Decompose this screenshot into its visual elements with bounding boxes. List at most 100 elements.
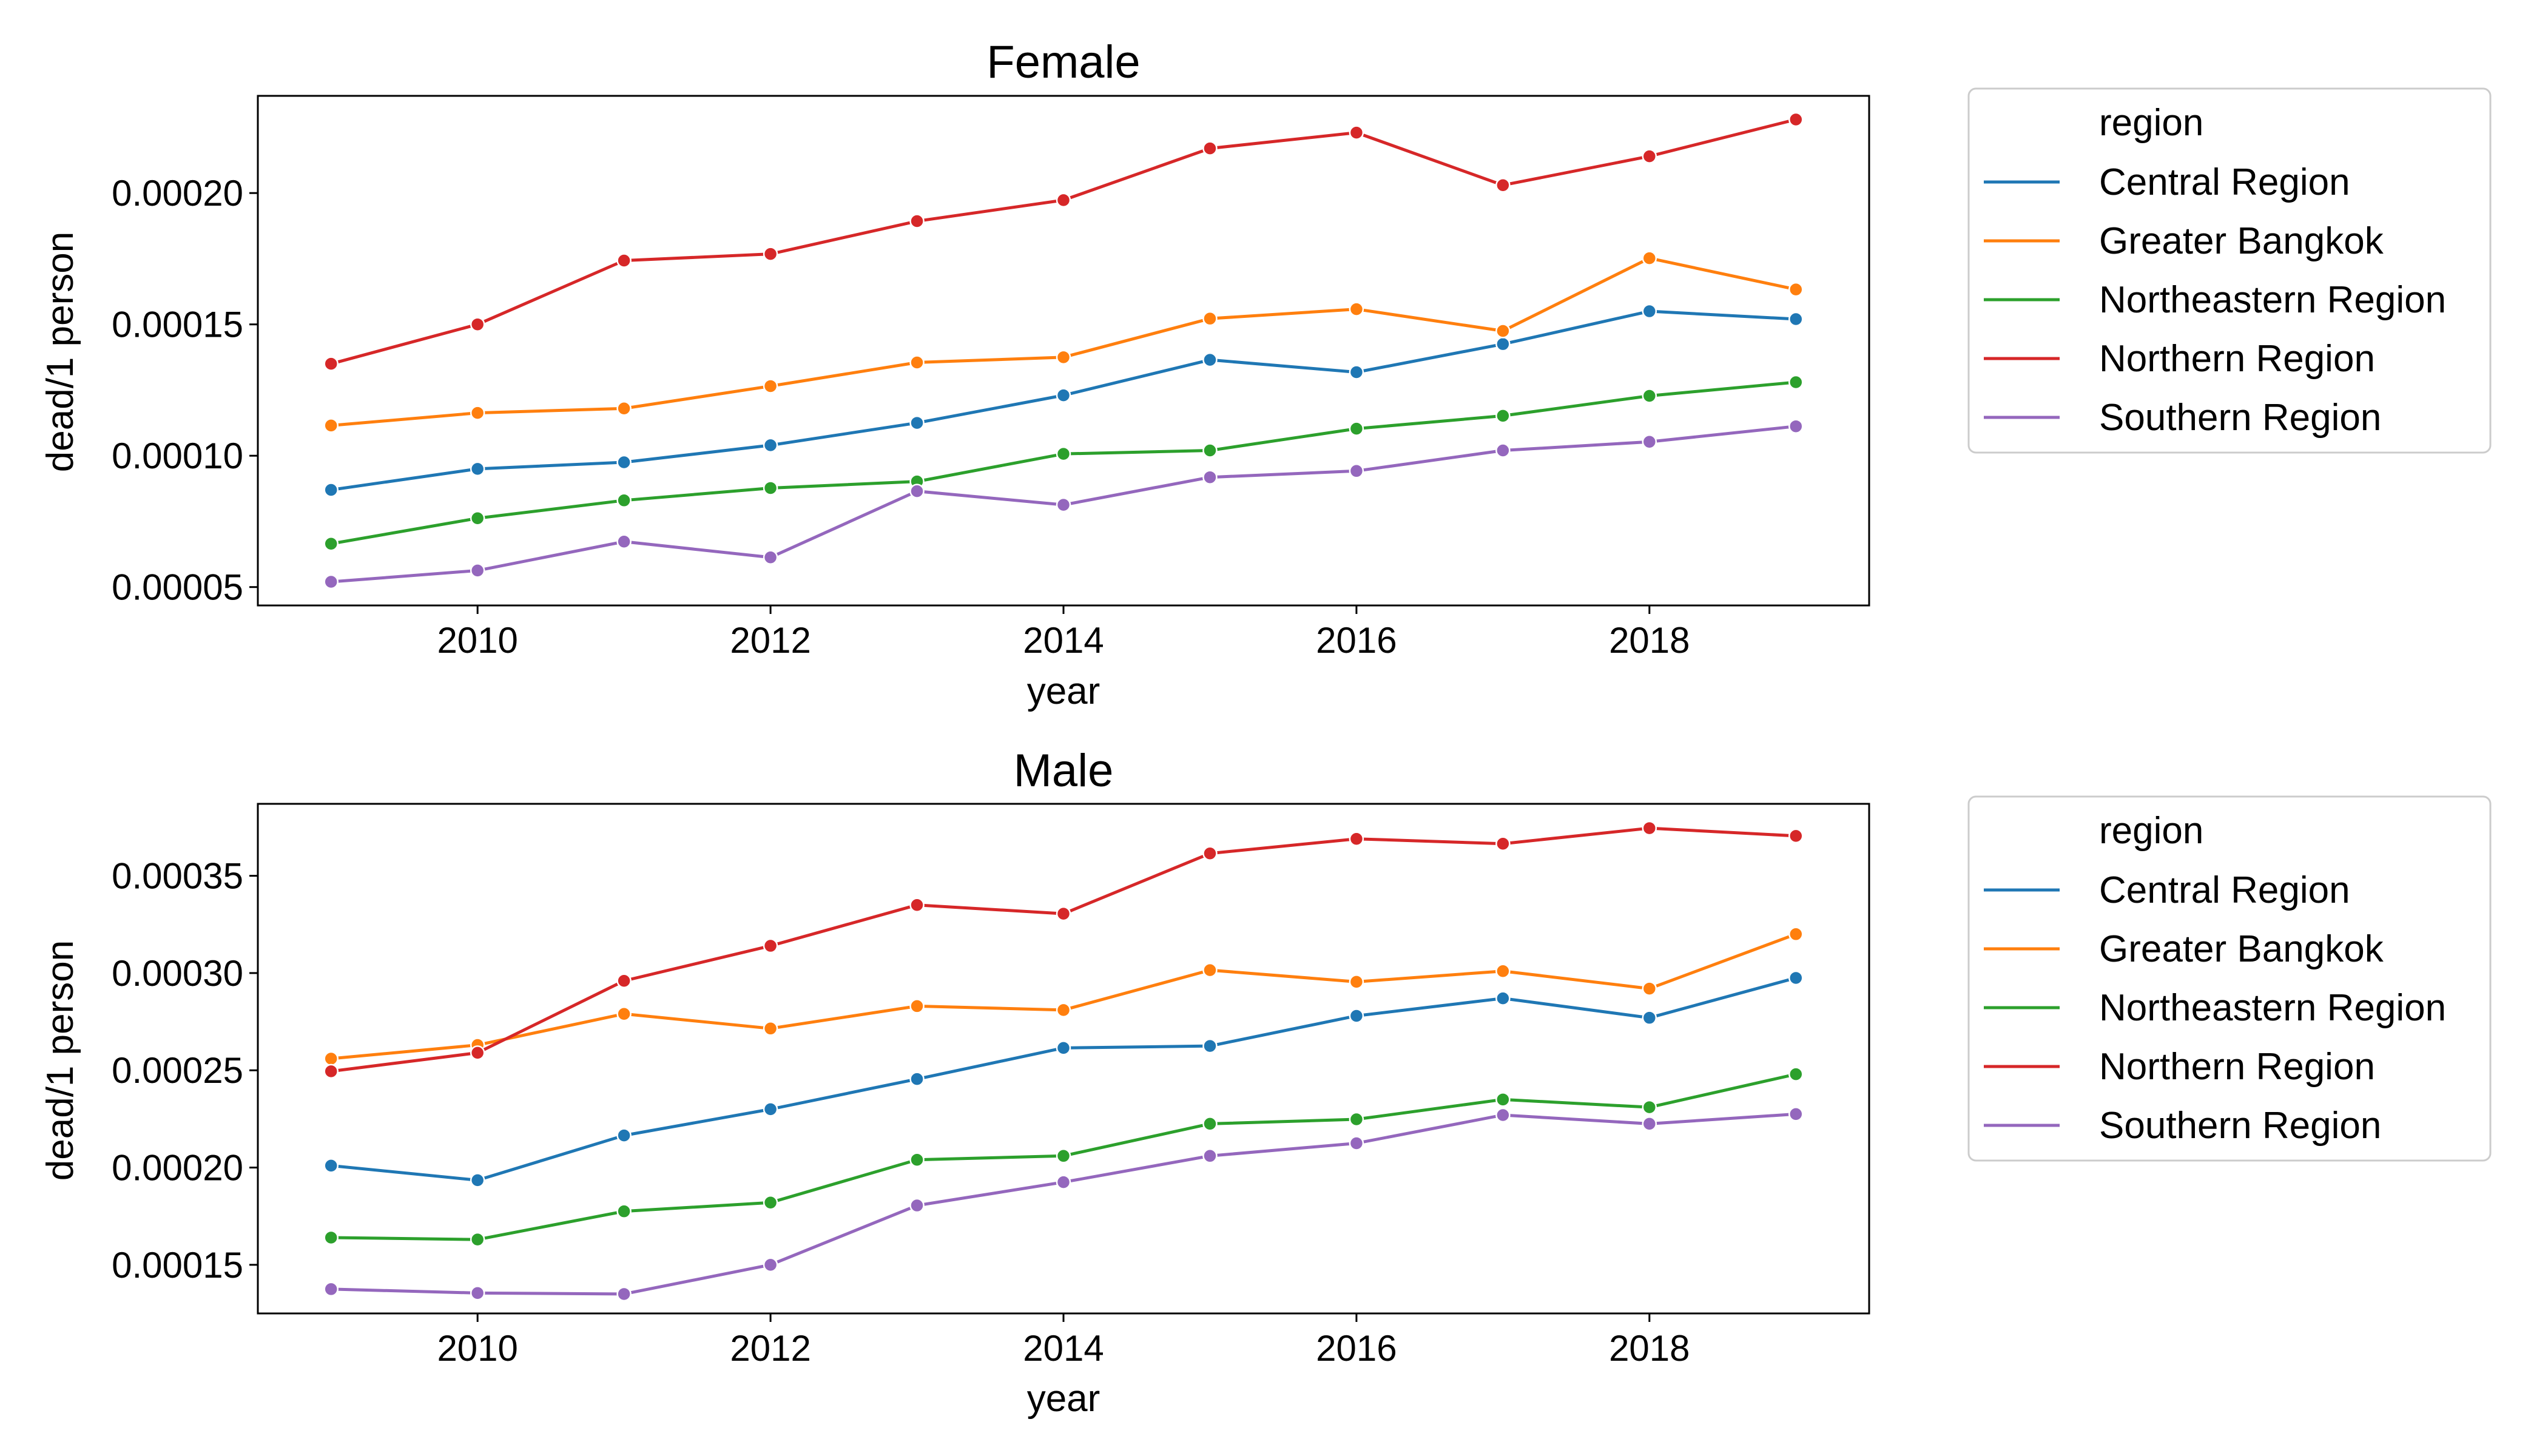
male-panel: Male year dead/1 person 2010 2012 2014 2016…	[39, 745, 2492, 1420]
female-data-point-northeastern-region	[1056, 446, 1071, 462]
female-plot-area: 2010 2012 2014 2016 2018 0.00005 0.00010 0.0001…	[112, 112, 1804, 661]
male-data-point-greater-bangkok	[1788, 926, 1804, 942]
female-data-point-northeastern-region	[470, 510, 485, 526]
male-data-point-northeastern-region	[323, 1230, 339, 1245]
male-data-point-northern-region	[763, 938, 778, 954]
female-data-point-southern-region	[763, 550, 778, 565]
male-series-line-southern-region	[331, 1112, 1796, 1296]
male-legend: region Central Region Greater Bangkok North…	[1967, 795, 2492, 1162]
female-data-point-southern-region	[323, 574, 339, 590]
male-data-point-central-region	[1642, 1010, 1657, 1025]
male-x-tick-label: 2010	[437, 1328, 517, 1369]
male-legend-label-greater-bangkok: Greater Bangkok	[2099, 928, 2384, 970]
female-legend-label-northern-region: Northern Region	[2099, 338, 2375, 380]
female-panel: Female year dead/1 person 2010 2012 2014 20…	[39, 36, 2492, 712]
female-data-point-northern-region	[1788, 112, 1804, 127]
female-data-point-greater-bangkok	[1642, 251, 1657, 266]
female-data-point-central-region	[470, 461, 485, 477]
female-data-point-northeastern-region	[1495, 408, 1511, 423]
male-data-point-southern-region	[1642, 1116, 1657, 1131]
female-data-point-northeastern-region	[763, 480, 778, 496]
male-x-axis-label: year	[1027, 1378, 1100, 1420]
female-data-point-southern-region	[1349, 463, 1364, 479]
male-data-point-greater-bangkok	[1349, 974, 1364, 989]
male-x-tick-label: 2012	[730, 1328, 811, 1369]
male-x-tick-label: 2016	[1316, 1328, 1397, 1369]
male-data-point-northeastern-region	[1056, 1148, 1071, 1164]
male-data-point-southern-region	[763, 1257, 778, 1273]
male-data-point-central-region	[323, 1158, 339, 1173]
female-data-point-central-region	[323, 482, 339, 497]
male-data-point-greater-bangkok	[323, 1051, 339, 1067]
male-data-point-southern-region	[1056, 1175, 1071, 1190]
male-plot-area: 2010 2012 2014 2016 2018 0.00015 0.00020 0.0002…	[112, 820, 1804, 1369]
male-data-point-southern-region	[1202, 1148, 1218, 1164]
male-data-point-central-region	[909, 1071, 925, 1087]
male-y-tick-label: 0.00020	[112, 1148, 243, 1188]
female-data-point-central-region	[1642, 303, 1657, 319]
male-y-tick-label: 0.00015	[112, 1245, 243, 1286]
female-axes-frame	[257, 95, 1870, 607]
female-data-point-southern-region	[1788, 419, 1804, 434]
female-data-point-northern-region	[1202, 141, 1218, 156]
male-data-point-greater-bangkok	[1495, 963, 1511, 979]
female-data-point-central-region	[1495, 336, 1511, 352]
female-y-tick-label: 0.00020	[112, 173, 243, 214]
male-data-point-southern-region	[616, 1286, 632, 1302]
female-data-point-greater-bangkok	[323, 418, 339, 433]
female-data-point-central-region	[909, 415, 925, 431]
female-legend-label-southern-region: Southern Region	[2099, 397, 2381, 439]
male-data-point-central-region	[1056, 1040, 1071, 1056]
female-data-point-southern-region	[470, 563, 485, 578]
male-data-point-central-region	[1495, 991, 1511, 1006]
male-data-point-greater-bangkok	[616, 1006, 632, 1022]
female-data-point-central-region	[1349, 365, 1364, 380]
male-data-point-southern-region	[909, 1198, 925, 1213]
male-data-point-southern-region	[470, 1286, 485, 1301]
female-legend-label-northeastern-region: Northeastern Region	[2099, 279, 2446, 321]
female-chart-title: Female	[986, 36, 1140, 88]
female-x-axis-label: year	[1027, 670, 1100, 712]
male-chart-title: Male	[1014, 745, 1114, 797]
female-legend-title: region	[2099, 102, 2203, 144]
male-data-point-northern-region	[1056, 906, 1071, 922]
female-data-point-northern-region	[1349, 125, 1364, 140]
male-data-point-northeastern-region	[763, 1195, 778, 1210]
male-y-axis-label: dead/1 person	[39, 940, 81, 1181]
male-data-point-greater-bangkok	[909, 999, 925, 1014]
male-data-point-northeastern-region	[1788, 1067, 1804, 1082]
female-data-point-northern-region	[1056, 192, 1071, 208]
female-data-point-greater-bangkok	[909, 355, 925, 370]
male-data-point-northern-region	[1495, 836, 1511, 851]
female-data-point-central-region	[1202, 352, 1218, 368]
male-y-tick-label: 0.00035	[112, 856, 243, 897]
male-data-point-greater-bangkok	[1202, 962, 1218, 978]
male-legend-label-northeastern-region: Northeastern Region	[2099, 987, 2446, 1029]
female-data-point-southern-region	[1642, 434, 1657, 450]
male-data-point-central-region	[1202, 1038, 1218, 1054]
female-data-point-northeastern-region	[1788, 374, 1804, 390]
female-y-tick-label: 0.00015	[112, 305, 243, 345]
female-x-tick-label: 2016	[1316, 620, 1397, 661]
male-data-point-northeastern-region	[1642, 1099, 1657, 1115]
female-data-point-greater-bangkok	[616, 401, 632, 416]
male-data-point-northern-region	[909, 897, 925, 912]
female-data-point-southern-region	[1202, 470, 1218, 485]
male-data-point-central-region	[1788, 970, 1804, 986]
female-legend: region Central Region Greater Bangkok North…	[1967, 87, 2492, 454]
male-data-point-southern-region	[323, 1281, 339, 1297]
male-data-point-northeastern-region	[616, 1204, 632, 1219]
female-data-point-southern-region	[909, 484, 925, 499]
female-series-line-northeastern-region	[331, 380, 1796, 545]
male-axes-frame	[257, 803, 1870, 1315]
female-data-point-northern-region	[470, 317, 485, 332]
female-data-point-northeastern-region	[323, 536, 339, 551]
female-x-tick-label: 2012	[730, 620, 811, 661]
male-data-point-northern-region	[616, 973, 632, 989]
female-data-point-greater-bangkok	[470, 405, 485, 420]
male-legend-label-southern-region: Southern Region	[2099, 1105, 2381, 1147]
male-data-point-northeastern-region	[1495, 1092, 1511, 1107]
male-y-tick-label: 0.00030	[112, 953, 243, 994]
male-data-point-southern-region	[1495, 1107, 1511, 1123]
